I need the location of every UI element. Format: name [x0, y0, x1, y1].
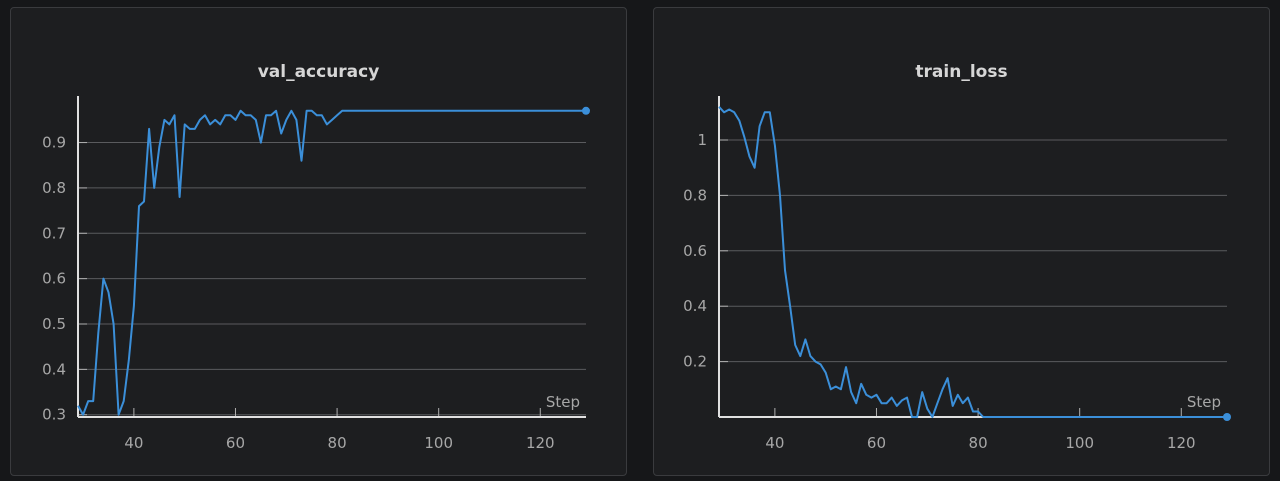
y-tick-label: 0.4 — [42, 360, 66, 378]
chart-svg-val-accuracy[interactable]: 0.3 0.4 0.5 0.6 0.7 0.8 0.9 40 60 80 100 120 Step — [11, 8, 628, 477]
x-tick-label: 60 — [867, 434, 886, 452]
x-tick-label: 100 — [1065, 434, 1094, 452]
series-endpoint — [1223, 413, 1231, 421]
y-tick-label: 0.5 — [42, 315, 66, 333]
chart-svg-train-loss[interactable]: 0.2 0.4 0.6 0.8 1 40 60 80 100 120 Step — [654, 8, 1271, 477]
y-tick-label: 0.2 — [683, 353, 707, 371]
x-axis-label: Step — [1187, 393, 1221, 411]
chart-title: train_loss — [915, 62, 1008, 82]
x-tick-label: 60 — [226, 434, 245, 452]
x-tick-label: 120 — [526, 434, 555, 452]
x-tick-label: 120 — [1167, 434, 1196, 452]
x-tick-label: 80 — [969, 434, 988, 452]
y-tick-label: 0.9 — [42, 134, 66, 152]
y-tick-label: 0.4 — [683, 297, 707, 315]
y-tick-label: 0.3 — [42, 406, 66, 424]
chart-panel-train-loss: train_loss 0.2 0.4 0.6 0.8 1 40 60 80 100 120 Step — [653, 7, 1270, 476]
x-axis-label: Step — [546, 393, 580, 411]
y-tick-label: 0.7 — [42, 224, 66, 242]
chart-title: val_accuracy — [257, 62, 380, 82]
x-tick-label: 40 — [124, 434, 143, 452]
y-tick-label: 0.8 — [42, 179, 66, 197]
x-tick-label: 40 — [765, 434, 784, 452]
series-endpoint — [582, 106, 590, 115]
y-tick-label: 0.8 — [683, 186, 707, 204]
series-line — [718, 106, 1227, 418]
x-tick-label: 80 — [328, 434, 347, 452]
y-tick-label: 0.6 — [42, 270, 66, 288]
x-tick-label: 100 — [424, 434, 453, 452]
y-tick-label: 1 — [697, 131, 707, 149]
chart-panel-val-accuracy: val_accuracy 0.3 0.4 0.5 0.6 0.7 0.8 0.9 40 60 80… — [10, 7, 627, 476]
y-tick-label: 0.6 — [683, 242, 707, 260]
series-line — [77, 109, 586, 416]
